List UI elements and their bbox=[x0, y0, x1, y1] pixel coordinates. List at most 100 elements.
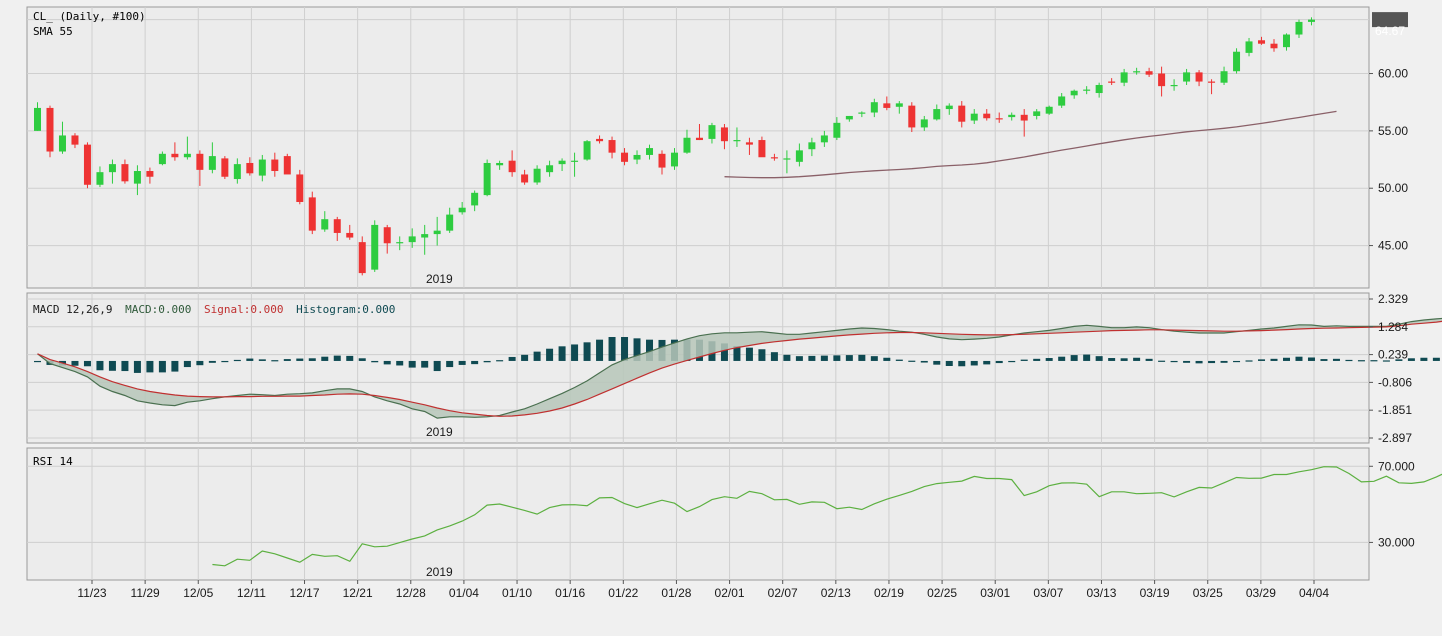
price-year-label: 2019 bbox=[426, 272, 453, 286]
histogram-bar bbox=[1295, 356, 1303, 361]
candle-body bbox=[483, 162, 491, 196]
histogram-bar bbox=[183, 360, 191, 368]
candle-body bbox=[1220, 71, 1228, 83]
macd-line bbox=[37, 317, 1442, 419]
candle-body bbox=[596, 138, 604, 142]
candle-body bbox=[745, 142, 753, 145]
candle-body bbox=[908, 105, 916, 128]
histogram-bar bbox=[521, 354, 529, 361]
histogram-bar bbox=[1345, 359, 1353, 362]
x-tick-label: 12/17 bbox=[290, 586, 320, 600]
histogram-bar bbox=[933, 360, 941, 365]
histogram-bar bbox=[1145, 358, 1153, 361]
candle-body bbox=[308, 197, 316, 231]
rsi-plot-area[interactable] bbox=[26, 447, 1370, 581]
candle-body bbox=[933, 109, 941, 120]
histogram-bar bbox=[870, 356, 878, 361]
histogram-bar bbox=[396, 360, 404, 366]
histogram-bar bbox=[795, 356, 803, 361]
x-tick-label: 01/22 bbox=[608, 586, 638, 600]
candle-body bbox=[1295, 21, 1303, 35]
candle-body bbox=[583, 141, 591, 160]
histogram-bar bbox=[1045, 358, 1053, 361]
histogram-bar bbox=[1370, 360, 1378, 362]
candle-body bbox=[371, 224, 379, 270]
histogram-bar bbox=[1233, 360, 1241, 363]
histogram-bar bbox=[1407, 358, 1415, 361]
histogram-bar bbox=[533, 351, 541, 361]
histogram-bar bbox=[945, 360, 953, 366]
histogram-bar bbox=[1095, 356, 1103, 361]
histogram-bar bbox=[733, 346, 741, 361]
price-panel: 45.00 50.00 55.00 60.00 CL_ (Daily, #100) S… bbox=[26, 6, 1408, 289]
histogram-bar bbox=[333, 355, 341, 361]
histogram-bar bbox=[646, 339, 654, 361]
histogram-bar bbox=[808, 355, 816, 361]
candle-body bbox=[471, 192, 479, 206]
candle-body bbox=[58, 135, 66, 152]
rsi-year-label: 2019 bbox=[426, 565, 453, 579]
macd-y-tick-label: 0.239 bbox=[1378, 348, 1408, 362]
histogram-bar bbox=[1245, 360, 1253, 362]
histogram-bar bbox=[596, 339, 604, 361]
candle-body bbox=[383, 227, 391, 244]
candle-body bbox=[546, 165, 554, 173]
price-title: CL_ (Daily, #100) bbox=[33, 10, 146, 23]
histogram-bar bbox=[421, 360, 429, 368]
candle-body bbox=[1070, 90, 1078, 96]
candle-body bbox=[883, 103, 891, 108]
histogram-bar bbox=[1170, 360, 1178, 363]
histogram-bar bbox=[983, 360, 991, 365]
histogram-bar bbox=[171, 360, 179, 372]
histogram-bar bbox=[1133, 357, 1141, 361]
candle-body bbox=[733, 140, 741, 142]
candle-body bbox=[1208, 81, 1216, 83]
histogram-bar bbox=[833, 355, 841, 361]
candle-body bbox=[421, 234, 429, 238]
x-tick-label: 01/04 bbox=[449, 586, 479, 600]
histogram-bar bbox=[1432, 357, 1440, 361]
candle-body bbox=[146, 171, 154, 177]
histogram-bar bbox=[1108, 358, 1116, 361]
signal-line bbox=[37, 320, 1442, 417]
candle-body bbox=[895, 103, 903, 107]
candle-body bbox=[1245, 41, 1253, 53]
histogram-bar bbox=[321, 356, 329, 361]
candle-body bbox=[1033, 111, 1041, 116]
histogram-bar bbox=[1420, 357, 1428, 361]
histogram-bar bbox=[358, 358, 366, 361]
histogram-bar bbox=[621, 337, 629, 361]
histogram-bar bbox=[820, 355, 828, 361]
histogram-bar bbox=[783, 354, 791, 361]
candle-body bbox=[683, 137, 691, 153]
x-tick-label: 03/25 bbox=[1193, 586, 1223, 600]
x-tick-label: 02/19 bbox=[874, 586, 904, 600]
histogram-bar bbox=[758, 349, 766, 361]
histogram-bar bbox=[1033, 358, 1041, 361]
candle-body bbox=[1270, 43, 1278, 49]
histogram-bar bbox=[246, 358, 254, 361]
histogram-bar bbox=[858, 354, 866, 361]
histogram-bar bbox=[71, 360, 79, 366]
rsi-y-tick-label: 30.000 bbox=[1378, 535, 1415, 549]
price-plot-area[interactable] bbox=[26, 6, 1370, 289]
macd-y-tick-label: 1.284 bbox=[1378, 320, 1408, 334]
histogram-bar bbox=[1208, 360, 1216, 364]
x-axis: 11/23 11/29 12/05 12/11 12/17 12/21 12/28 01/04… bbox=[77, 580, 1329, 600]
price-candles bbox=[34, 17, 1315, 276]
histogram-bar bbox=[233, 359, 241, 362]
rsi-y-tick-label: 70.000 bbox=[1378, 459, 1415, 473]
histogram-bar bbox=[1195, 360, 1203, 364]
candle-body bbox=[258, 159, 266, 176]
histogram-bar bbox=[970, 360, 978, 366]
candle-body bbox=[1058, 96, 1066, 106]
histogram-bar bbox=[845, 355, 853, 361]
histogram-bar bbox=[1332, 358, 1340, 361]
macd-plot-area[interactable] bbox=[26, 292, 1370, 444]
candle-body bbox=[571, 160, 579, 162]
rsi-panel: 30.000 70.000 RSI 14 2019 bbox=[26, 447, 1442, 581]
macd-legend: MACD 12,26,9 MACD:0.000 Signal:0.000 His… bbox=[33, 303, 395, 316]
candle-body bbox=[1120, 72, 1128, 83]
candle-body bbox=[108, 164, 116, 173]
